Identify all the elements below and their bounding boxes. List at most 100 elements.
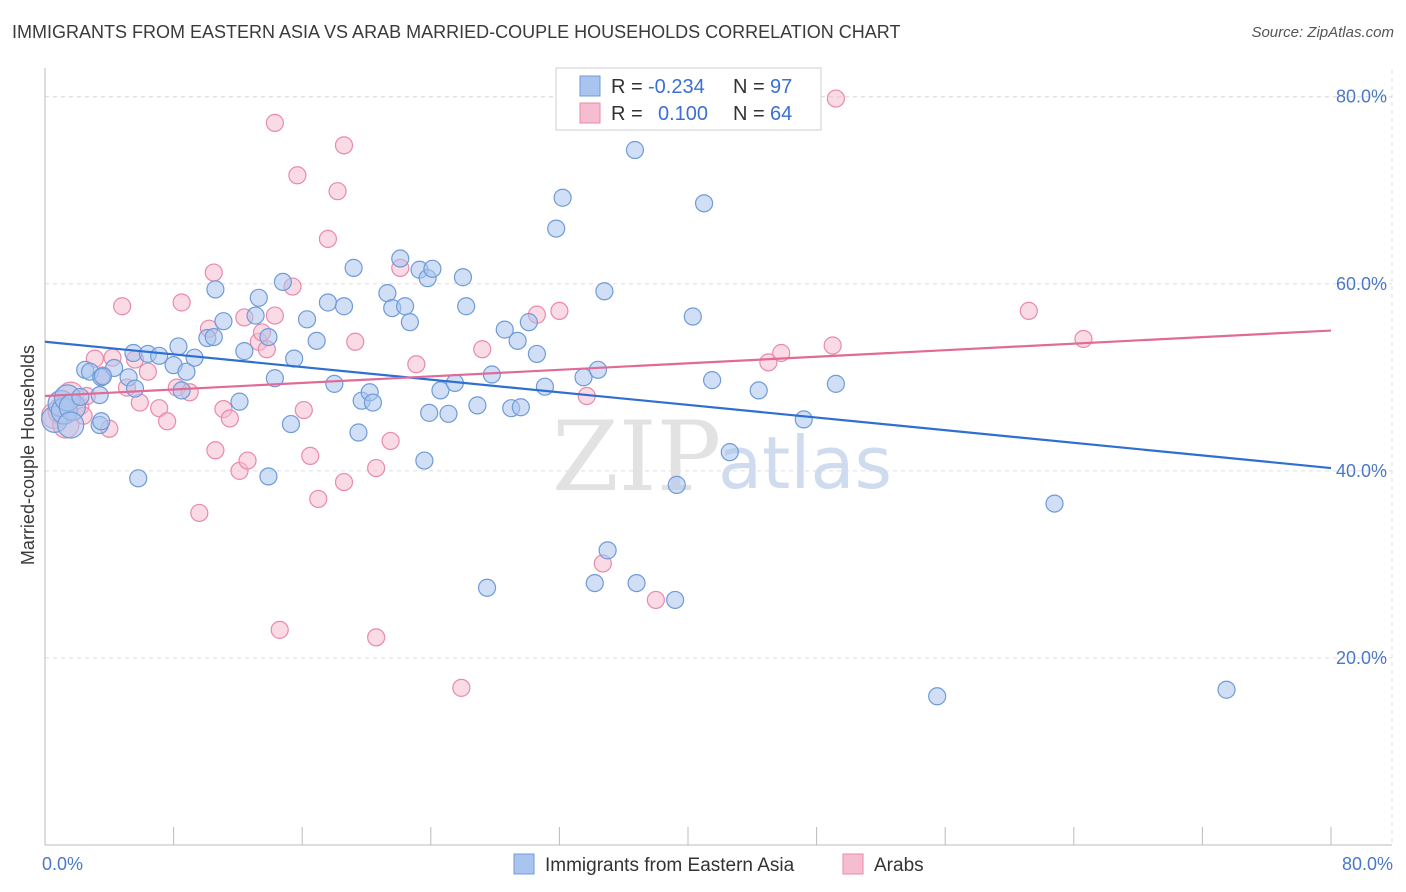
eastern-asia-point [477,578,497,597]
arabs-point [826,89,845,108]
eastern-asia-point [363,393,383,412]
eastern-asia-point [150,346,169,365]
eastern-asia-point [265,369,284,388]
y-tick-label-80: 80.0% [1336,87,1387,107]
stats-swatch-blue [579,75,601,97]
arabs-point [381,431,400,451]
stats-n-value-blue: 97 [770,76,792,98]
eastern-asia-point [511,398,530,417]
eastern-asia-point [826,374,845,393]
eastern-asia-point [400,313,420,332]
arabs-point [204,263,223,282]
trendlines [44,329,1332,470]
chart-source: Source: ZipAtlas.com [1251,24,1394,41]
eastern-asia-point [177,362,196,381]
eastern-asia-point [90,385,109,405]
arabs-point [346,332,365,351]
arabs-point [158,412,177,431]
arabs-point [318,229,338,248]
eastern-asia-point [585,573,604,593]
eastern-asia-point [703,371,722,390]
eastern-asia-point [318,293,338,312]
eastern-asia-point [230,392,249,411]
eastern-asia-point [235,342,254,361]
eastern-asia-point [125,379,145,398]
eastern-asia-point [93,367,112,386]
stats-n-label-pink: N = [733,103,765,125]
eastern-asia-point [495,320,514,339]
watermark-atlas: atlas [718,421,892,505]
eastern-asia-point [273,272,293,292]
arabs-point [113,297,132,316]
eastern-asia-point [307,331,326,350]
eastern-asia-point [249,288,268,307]
arabs-point [150,399,169,418]
arabs-point [367,628,386,647]
arabs-point [288,166,307,185]
arabs-point [334,472,354,492]
eastern-asia-point [325,374,344,393]
stats-n-value-pink: 64 [770,103,792,125]
eastern-asia-point [246,306,265,325]
arabs-point [270,620,289,639]
stats-r-label-pink: R = [611,103,643,125]
eastern-asia-point [794,410,813,429]
eastern-asia-point [928,687,947,706]
arabs-point [172,293,191,312]
eastern-asia-point [508,331,527,350]
eastern-asia-point [453,268,473,287]
arabs-point [334,136,354,155]
eastern-asia-point [666,590,685,610]
eastern-asia-point [349,423,368,442]
eastern-asia-point [1217,680,1236,699]
legend: Immigrants from Eastern Asia Arabs [513,853,924,876]
eastern-asia-point [535,377,555,396]
watermark: ZIP atlas [552,401,892,513]
eastern-asia-point [1045,494,1064,513]
eastern-asia-point [129,469,148,488]
arabs-point [265,113,284,132]
arabs-point [473,340,492,359]
eastern-asia-point [204,327,223,347]
legend-label-arabs: Arabs [874,855,924,876]
eastern-asia-point [720,443,739,462]
arabs-point [294,400,313,420]
arabs-point [1019,301,1038,321]
eastern-asia-point [468,396,487,415]
arabs-point [550,301,569,321]
y-tick-label-60: 60.0% [1336,274,1387,294]
stats-r-label-blue: R = [611,76,643,98]
trendline-arabs [44,329,1332,398]
eastern-asia-point [391,249,410,268]
x-tick-label-0: 0.0% [42,854,83,874]
arabs-point [309,489,328,509]
arabs-point [367,458,386,478]
arabs-point [1074,329,1093,349]
eastern-asia-point [457,297,476,316]
arabs-point [206,441,225,460]
eastern-asia-point [598,541,617,560]
eastern-asia-point [627,573,646,593]
eastern-asia-point [259,467,278,486]
eastern-asia-point [71,387,90,407]
legend-swatch-eastern-asia [513,853,535,875]
eastern-asia-point [423,259,442,278]
stats-n-label-blue: N = [733,76,765,98]
eastern-asia-point [683,307,702,326]
arabs-point [265,306,284,325]
eastern-asia-point [57,411,85,439]
legend-label-eastern-asia: Immigrants from Eastern Asia [545,855,795,876]
eastern-asia-point [206,280,225,299]
eastern-asia-point [214,312,233,331]
eastern-asia-point [519,313,538,332]
legend-swatch-arabs [842,853,864,875]
arabs-point [220,409,239,428]
arabs-point [646,590,665,610]
x-tick-labels: 0.0% 80.0% [42,854,1393,874]
eastern-asia-point [553,188,572,207]
eastern-asia-point [749,381,768,400]
eastern-asia-point [667,475,686,494]
eastern-asia-point [395,297,415,316]
eastern-asia-point [694,194,714,213]
eastern-asia-point [420,403,439,422]
